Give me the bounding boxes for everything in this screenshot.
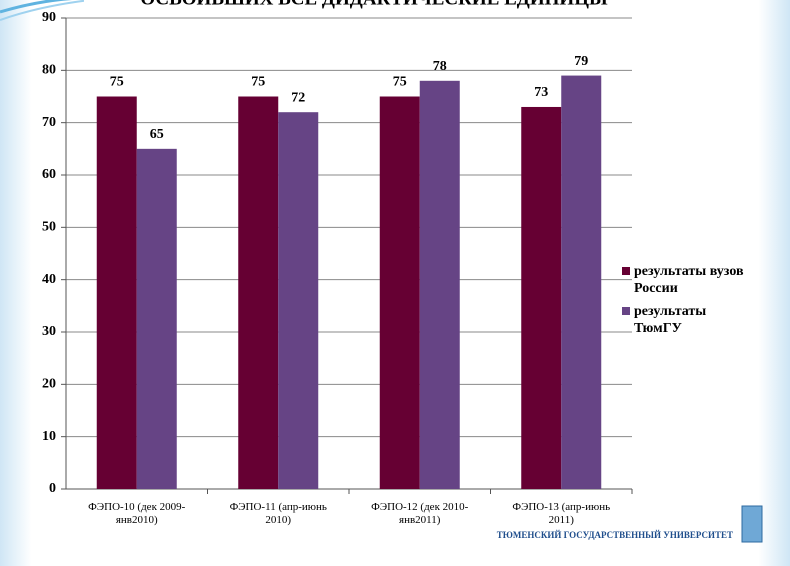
x-tick-label: ФЭПО-11 (апр-июнь 2010) (230, 501, 327, 526)
decoration (0, 0, 73, 14)
legend-swatch (622, 307, 630, 315)
bar (278, 112, 319, 489)
value-label: 79 (574, 54, 588, 69)
y-tick-label: 10 (42, 429, 56, 444)
x-tick-label: ФЭПО-13 (апр-июнь 2011) (512, 501, 610, 526)
legend-swatch (622, 267, 630, 275)
footer: ТЮМЕНСКИЙ ГОСУДАРСТВЕННЫЙ УНИВЕРСИТЕТ (497, 530, 733, 540)
bar (379, 96, 420, 489)
y-tick-label: 20 (42, 377, 56, 392)
decoration (0, 0, 91, 21)
y-tick-label: 90 (42, 10, 56, 25)
bar (238, 96, 279, 489)
chart-title: ОСВОИВШИХ ВСЕ ДИДАКТИЧЕСКИЕ ЕДИНИЦЫ (140, 0, 608, 9)
bar (419, 80, 460, 490)
y-tick-label: 50 (42, 220, 56, 235)
x-tick-label: ФЭПО-10 (дек 2009-янв2010) (88, 501, 185, 526)
value-label: 75 (110, 75, 124, 90)
y-tick-label: 30 (42, 324, 56, 339)
value-label: 65 (150, 127, 164, 142)
bar (521, 106, 562, 489)
value-label: 73 (534, 85, 548, 100)
value-label: 72 (291, 90, 305, 105)
legend-label: результаты вузов России (634, 264, 744, 296)
y-tick-label: 60 (42, 167, 56, 182)
title-box (84, 0, 664, 10)
value-label: 75 (251, 75, 265, 90)
value-label: 78 (433, 59, 447, 74)
logo (741, 505, 763, 543)
bar (96, 96, 137, 489)
y-tick-label: 40 (42, 272, 56, 287)
value-label: 75 (393, 75, 407, 90)
legend-label: результаты ТюмГУ (634, 304, 706, 336)
y-tick-label: 70 (42, 115, 56, 130)
bar (561, 75, 602, 490)
x-tick-label: ФЭПО-12 (дек 2010-янв2011) (371, 501, 468, 526)
y-tick-label: 0 (49, 481, 56, 496)
y-tick-label: 80 (42, 63, 56, 78)
bar (136, 148, 177, 490)
